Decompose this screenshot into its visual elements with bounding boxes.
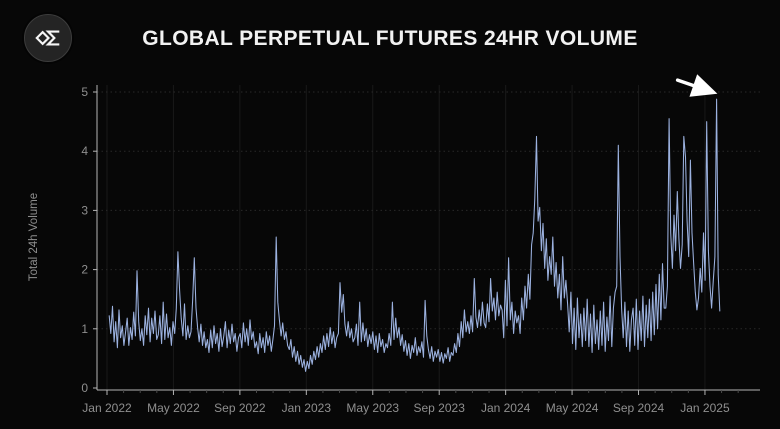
- page-title: GLOBAL PERPETUAL FUTURES 24HR VOLUME: [142, 27, 638, 50]
- x-tick-label: Jan 2023: [282, 401, 332, 415]
- y-axis-label: Total 24h Volume: [28, 193, 40, 281]
- x-tick-label: Jan 2022: [82, 401, 132, 415]
- x-tick-label: Sep 2024: [613, 401, 665, 415]
- app-logo[interactable]: [24, 14, 72, 62]
- arrow-icon: [675, 74, 718, 97]
- y-axis-tick-labels: 0 1 2 3 4 5: [81, 85, 88, 395]
- trend-arrow-annotation: [675, 74, 718, 97]
- horizontal-gridlines: [97, 91, 763, 330]
- x-tick-label: May 2024: [546, 401, 599, 415]
- x-tick-label: Sep 2023: [414, 401, 466, 415]
- x-tick-label: Sep 2022: [214, 401, 266, 415]
- x-axis-tick-labels: Jan 2022 May 2022 Sep 2022 Jan 2023 May 2023…: [82, 401, 730, 415]
- chart-axes: [96, 85, 760, 391]
- x-tick-label: Jan 2024: [481, 401, 531, 415]
- chart-line-total-24h-volume[interactable]: [108, 98, 721, 372]
- y-tick-label: 3: [81, 203, 88, 217]
- x-tick-label: May 2022: [147, 401, 200, 415]
- y-tick-label: 0: [81, 381, 88, 395]
- x-tick-label: May 2023: [346, 401, 399, 415]
- x-tick-label: Jan 2025: [680, 401, 730, 415]
- y-tick-label: 1: [81, 322, 88, 336]
- sigma-diamond-logo-icon: [34, 30, 59, 46]
- y-tick-label: 4: [81, 144, 88, 158]
- y-tick-label: 2: [81, 263, 88, 277]
- y-tick-label: 5: [81, 85, 88, 99]
- vertical-gridlines: [106, 85, 706, 390]
- axis-ticks: [93, 91, 739, 395]
